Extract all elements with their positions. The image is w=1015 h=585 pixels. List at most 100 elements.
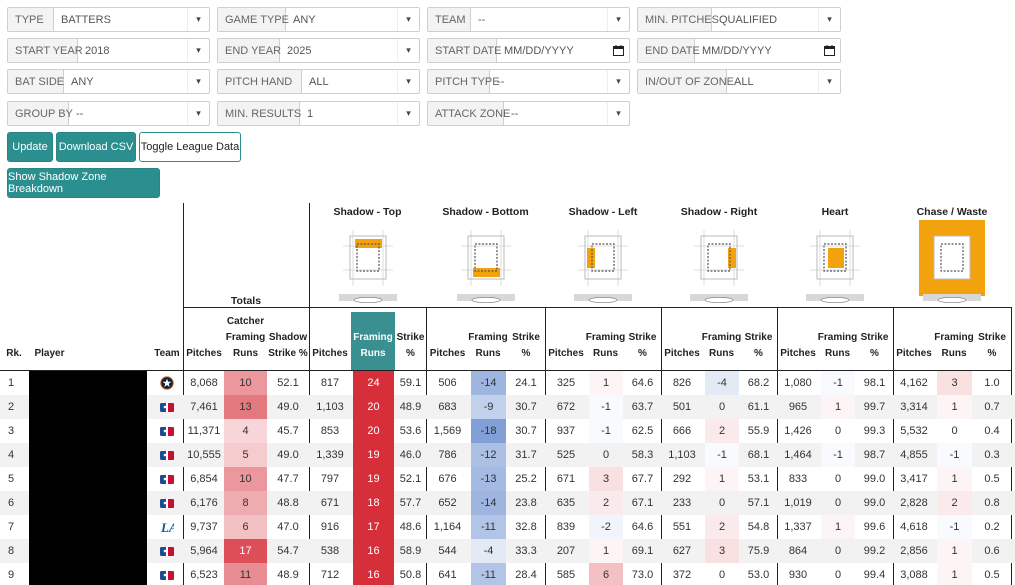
column-header-strike-pct[interactable]: Strike % — [628, 332, 657, 359]
column-header-pitches[interactable]: Pitches — [896, 348, 932, 359]
chevron-down-icon[interactable]: ▾ — [818, 8, 840, 31]
filter-value[interactable]: -- — [511, 107, 519, 120]
filter-value[interactable]: -- — [478, 13, 486, 26]
column-header-framing-runs[interactable]: Framing Runs — [468, 332, 508, 359]
column-header-rank[interactable]: Rk. — [6, 348, 22, 359]
table-row[interactable]: 3 11,371 4 45.7 853 20 53.6 1,569 -18 30.7 937 -1 62… — [0, 419, 1015, 443]
column-header-strike-pct[interactable]: Strike % — [978, 332, 1006, 359]
zone-strike-pct-cell: 61.1 — [747, 401, 770, 413]
filter-value[interactable]: -- — [76, 107, 84, 120]
zone-pitches-cell: 1,103 — [668, 449, 696, 461]
zone-strike-pct-cell: 58.3 — [631, 449, 654, 461]
filter-value[interactable]: ALL — [309, 75, 329, 88]
column-header-pitches[interactable]: Pitches — [312, 348, 348, 359]
filter-end-date[interactable]: END DATE MM/DD/YYYY — [637, 38, 841, 63]
table-row[interactable]: 1 8,068 10 52.1 817 24 59.1 506 -14 24.1 325 1 64.6 8… — [0, 371, 1015, 395]
filter-value[interactable]: ALL — [734, 75, 754, 88]
calendar-icon[interactable] — [818, 39, 840, 62]
table-row[interactable]: 4 10,555 5 49.0 1,339 19 46.0 786 -12 31.7 525 0 58.… — [0, 443, 1015, 467]
column-header-catcher-framing-runs[interactable]: Catcher Framing Runs — [225, 316, 266, 359]
filter-value[interactable]: BATTERS — [61, 13, 111, 26]
zone-framing-runs-cell: 0 — [718, 401, 726, 413]
column-header-strike-pct[interactable]: Strike % — [860, 332, 889, 359]
chevron-down-icon[interactable]: ▾ — [397, 102, 419, 125]
download-csv-button[interactable]: Download CSV — [56, 132, 136, 162]
rank-cell: 6 — [8, 497, 15, 509]
table-row[interactable]: 6 6,176 8 48.8 671 18 57.7 652 -14 23.8 635 2 67.1 23… — [0, 491, 1015, 515]
filter-min-pitches[interactable]: MIN. PITCHES QUALIFIED ▾ — [637, 7, 841, 32]
zone-title: Shadow - Left — [568, 206, 638, 218]
column-header-framing-runs[interactable]: Framing Runs — [934, 332, 974, 359]
column-header-strike-pct[interactable]: Strike % — [744, 332, 773, 359]
zone-strike-pct-cell: 0.4 — [984, 425, 1000, 437]
filter-group-by[interactable]: GROUP BY -- ▾ — [7, 101, 210, 126]
column-header-pitches[interactable]: Pitches — [548, 348, 584, 359]
filter-start-year[interactable]: START YEAR 2018 ▾ — [7, 38, 210, 63]
column-header-team[interactable]: Team — [154, 348, 180, 359]
filter-game-type[interactable]: GAME TYPE ANY ▾ — [217, 7, 420, 32]
totals-label: Totals — [230, 295, 262, 307]
zone-pitches-cell: 325 — [556, 377, 576, 389]
filter-value[interactable]: 1 — [307, 107, 314, 120]
filter-value[interactable]: MM/DD/YYYY — [702, 44, 772, 57]
column-header-strike-pct[interactable]: Strike % — [512, 332, 540, 359]
shadow-strike-pct-cell: 54.7 — [277, 545, 299, 557]
chevron-down-icon[interactable]: ▾ — [187, 70, 209, 93]
column-header-framing-runs[interactable]: Framing Runs — [351, 312, 395, 370]
chevron-down-icon[interactable]: ▾ — [187, 39, 209, 62]
column-header-framing-runs[interactable]: Framing Runs — [701, 332, 742, 359]
filter-pitch-hand[interactable]: PITCH HAND ALL ▾ — [217, 69, 420, 94]
column-header-framing-runs[interactable]: Framing Runs — [817, 332, 858, 359]
zone-strike-pct-cell: 30.7 — [515, 401, 537, 413]
filter-team[interactable]: TEAM -- ▾ — [427, 7, 630, 32]
filter-value[interactable]: QUALIFIED — [719, 13, 778, 26]
column-header-pitches[interactable]: Pitches — [664, 348, 700, 359]
chevron-down-icon[interactable]: ▾ — [607, 102, 629, 125]
column-header-pitches[interactable]: Pitches — [429, 348, 466, 359]
filter-value[interactable]: 2018 — [85, 44, 110, 57]
filter-pitch-type[interactable]: PITCH TYPE -- ▾ — [427, 69, 630, 94]
table-row[interactable]: 5 6,854 10 47.7 797 19 52.1 676 -13 25.2 671 3 67.7 2… — [0, 467, 1015, 491]
zone-pitches-cell: 3,314 — [900, 401, 928, 413]
table-row[interactable]: 9 6,523 11 48.9 712 16 50.8 641 -11 28.4 585 6 73.0 3… — [0, 563, 1015, 585]
chevron-down-icon[interactable]: ▾ — [397, 8, 419, 31]
chevron-down-icon[interactable]: ▾ — [607, 70, 629, 93]
table-row[interactable]: 7LA9,737647.09161748.61,164-1132.8839-26… — [0, 515, 1015, 539]
filter-min-results[interactable]: MIN. RESULTS 1 ▾ — [217, 101, 420, 126]
filter-value[interactable]: ANY — [71, 75, 94, 88]
filter-value[interactable]: -- — [497, 75, 505, 88]
zone-title: Heart — [821, 206, 849, 218]
zone-framing-runs-cell: -13 — [471, 467, 506, 491]
chevron-down-icon[interactable]: ▾ — [818, 70, 840, 93]
chevron-down-icon[interactable]: ▾ — [397, 39, 419, 62]
filter-end-year[interactable]: END YEAR 2025 ▾ — [217, 38, 420, 63]
chevron-down-icon[interactable]: ▾ — [187, 102, 209, 125]
chevron-down-icon[interactable]: ▾ — [397, 70, 419, 93]
table-divider — [309, 203, 310, 307]
filter-value[interactable]: 2025 — [287, 44, 312, 57]
filter-value[interactable]: MM/DD/YYYY — [504, 44, 574, 57]
toggle-league-data-button[interactable]: Toggle League Data — [139, 132, 241, 162]
column-header-pitches[interactable]: Pitches — [186, 348, 222, 359]
chevron-down-icon[interactable]: ▾ — [187, 8, 209, 31]
column-header-player[interactable]: Player — [34, 348, 65, 359]
table-row[interactable]: 2 7,461 13 49.0 1,103 20 48.9 683 -9 30.7 672 -1 63.… — [0, 395, 1015, 419]
column-header-pitches[interactable]: Pitches — [780, 348, 816, 359]
filter-attack-zone[interactable]: ATTACK ZONE -- ▾ — [427, 101, 630, 126]
column-header-strike-pct[interactable]: Strike % — [396, 332, 425, 359]
rank-cell: 5 — [8, 473, 15, 485]
calendar-icon[interactable] — [607, 39, 629, 62]
table-row[interactable]: 8 5,964 17 54.7 538 16 58.9 544 -4 33.3 207 1 69.1 62… — [0, 539, 1015, 563]
zone-framing-runs-cell: 3 — [589, 467, 623, 491]
filter-value[interactable]: ANY — [293, 13, 316, 26]
filter-in-out-of-zone[interactable]: IN/OUT OF ZONE ALL ▾ — [637, 69, 841, 94]
filter-type[interactable]: TYPE BATTERS ▾ — [7, 7, 210, 32]
show-shadow-zone-breakdown-button[interactable]: Show Shadow Zone Breakdown — [7, 168, 160, 198]
column-header-framing-runs[interactable]: Framing Runs — [585, 332, 626, 359]
rank-cell: 4 — [8, 449, 15, 461]
update-button[interactable]: Update — [7, 132, 53, 162]
column-header-shadow-strike-pct[interactable]: Shadow Strike % — [268, 332, 308, 359]
filter-start-date[interactable]: START DATE MM/DD/YYYY — [427, 38, 630, 63]
chevron-down-icon[interactable]: ▾ — [607, 8, 629, 31]
filter-bat-side[interactable]: BAT SIDE ANY ▾ — [7, 69, 210, 94]
